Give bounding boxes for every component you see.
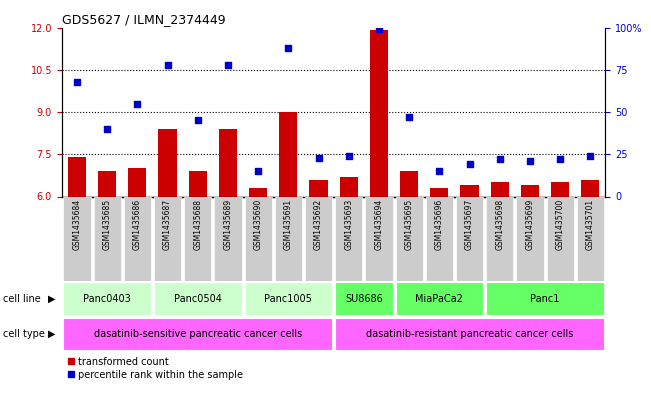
Point bbox=[555, 156, 565, 162]
Bar bbox=[491, 182, 509, 196]
Bar bbox=[456, 196, 483, 281]
Bar bbox=[335, 318, 604, 350]
Point bbox=[344, 153, 354, 159]
Point bbox=[464, 161, 475, 167]
Bar bbox=[400, 171, 418, 196]
Bar bbox=[551, 182, 569, 196]
Bar bbox=[158, 129, 176, 196]
Bar bbox=[430, 188, 449, 196]
Text: GSM1435687: GSM1435687 bbox=[163, 199, 172, 250]
Text: dasatinib-resistant pancreatic cancer cells: dasatinib-resistant pancreatic cancer ce… bbox=[366, 329, 574, 339]
Point bbox=[374, 26, 384, 32]
Text: Panc1005: Panc1005 bbox=[264, 294, 312, 304]
Bar bbox=[486, 283, 604, 315]
Point bbox=[72, 79, 82, 85]
Text: GSM1435685: GSM1435685 bbox=[103, 199, 111, 250]
Bar bbox=[275, 196, 302, 281]
Text: GSM1435699: GSM1435699 bbox=[525, 199, 534, 250]
Text: GSM1435689: GSM1435689 bbox=[223, 199, 232, 250]
Bar bbox=[63, 283, 151, 315]
Text: GSM1435700: GSM1435700 bbox=[556, 199, 564, 250]
Bar bbox=[94, 196, 120, 281]
Bar bbox=[370, 30, 388, 196]
Point bbox=[404, 114, 414, 120]
Bar bbox=[335, 196, 363, 281]
Bar bbox=[189, 171, 207, 196]
Bar bbox=[63, 318, 332, 350]
Bar bbox=[249, 188, 267, 196]
Text: Panc1: Panc1 bbox=[531, 294, 560, 304]
Text: GSM1435697: GSM1435697 bbox=[465, 199, 474, 250]
Text: GSM1435693: GSM1435693 bbox=[344, 199, 353, 250]
Bar bbox=[516, 196, 544, 281]
Point bbox=[132, 100, 143, 107]
Bar bbox=[245, 283, 332, 315]
Point bbox=[223, 62, 233, 68]
Text: ▶: ▶ bbox=[48, 329, 55, 339]
Text: GSM1435701: GSM1435701 bbox=[586, 199, 595, 250]
Bar bbox=[219, 129, 237, 196]
Point bbox=[253, 168, 264, 174]
Bar bbox=[154, 196, 181, 281]
Bar bbox=[486, 196, 514, 281]
Text: GSM1435696: GSM1435696 bbox=[435, 199, 444, 250]
Text: GSM1435694: GSM1435694 bbox=[374, 199, 383, 250]
Bar bbox=[335, 283, 393, 315]
Bar bbox=[124, 196, 151, 281]
Bar bbox=[396, 283, 483, 315]
Bar bbox=[577, 196, 604, 281]
Bar bbox=[547, 196, 574, 281]
Point bbox=[193, 118, 203, 124]
Bar bbox=[305, 196, 332, 281]
Text: GSM1435688: GSM1435688 bbox=[193, 199, 202, 250]
Bar bbox=[460, 185, 478, 196]
Text: GDS5627 / ILMN_2374449: GDS5627 / ILMN_2374449 bbox=[62, 13, 225, 26]
Point bbox=[162, 62, 173, 68]
Bar bbox=[68, 157, 86, 196]
Text: GSM1435691: GSM1435691 bbox=[284, 199, 293, 250]
Bar bbox=[426, 196, 453, 281]
Bar bbox=[340, 177, 358, 196]
Bar bbox=[279, 112, 298, 196]
Bar bbox=[184, 196, 212, 281]
Text: GSM1435684: GSM1435684 bbox=[72, 199, 81, 250]
Point bbox=[283, 45, 294, 51]
Bar bbox=[309, 180, 327, 196]
Legend: transformed count, percentile rank within the sample: transformed count, percentile rank withi… bbox=[66, 356, 243, 380]
Point bbox=[585, 153, 596, 159]
Text: cell line: cell line bbox=[3, 294, 41, 304]
Text: Panc0504: Panc0504 bbox=[174, 294, 222, 304]
Bar bbox=[98, 171, 116, 196]
Text: GSM1435692: GSM1435692 bbox=[314, 199, 323, 250]
Bar bbox=[396, 196, 422, 281]
Bar bbox=[128, 168, 146, 196]
Bar bbox=[365, 196, 393, 281]
Bar bbox=[581, 180, 600, 196]
Text: GSM1435695: GSM1435695 bbox=[405, 199, 413, 250]
Text: dasatinib-sensitive pancreatic cancer cells: dasatinib-sensitive pancreatic cancer ce… bbox=[94, 329, 302, 339]
Point bbox=[495, 156, 505, 162]
Text: ▶: ▶ bbox=[48, 294, 55, 304]
Text: GSM1435686: GSM1435686 bbox=[133, 199, 142, 250]
Bar bbox=[521, 185, 539, 196]
Bar bbox=[63, 196, 90, 281]
Text: cell type: cell type bbox=[3, 329, 45, 339]
Point bbox=[102, 126, 113, 132]
Bar bbox=[245, 196, 271, 281]
Bar bbox=[214, 196, 242, 281]
Point bbox=[313, 154, 324, 161]
Text: SU8686: SU8686 bbox=[345, 294, 383, 304]
Text: GSM1435698: GSM1435698 bbox=[495, 199, 505, 250]
Text: Panc0403: Panc0403 bbox=[83, 294, 131, 304]
Point bbox=[525, 158, 535, 164]
Text: GSM1435690: GSM1435690 bbox=[254, 199, 262, 250]
Bar bbox=[154, 283, 242, 315]
Point bbox=[434, 168, 445, 174]
Text: MiaPaCa2: MiaPaCa2 bbox=[415, 294, 464, 304]
